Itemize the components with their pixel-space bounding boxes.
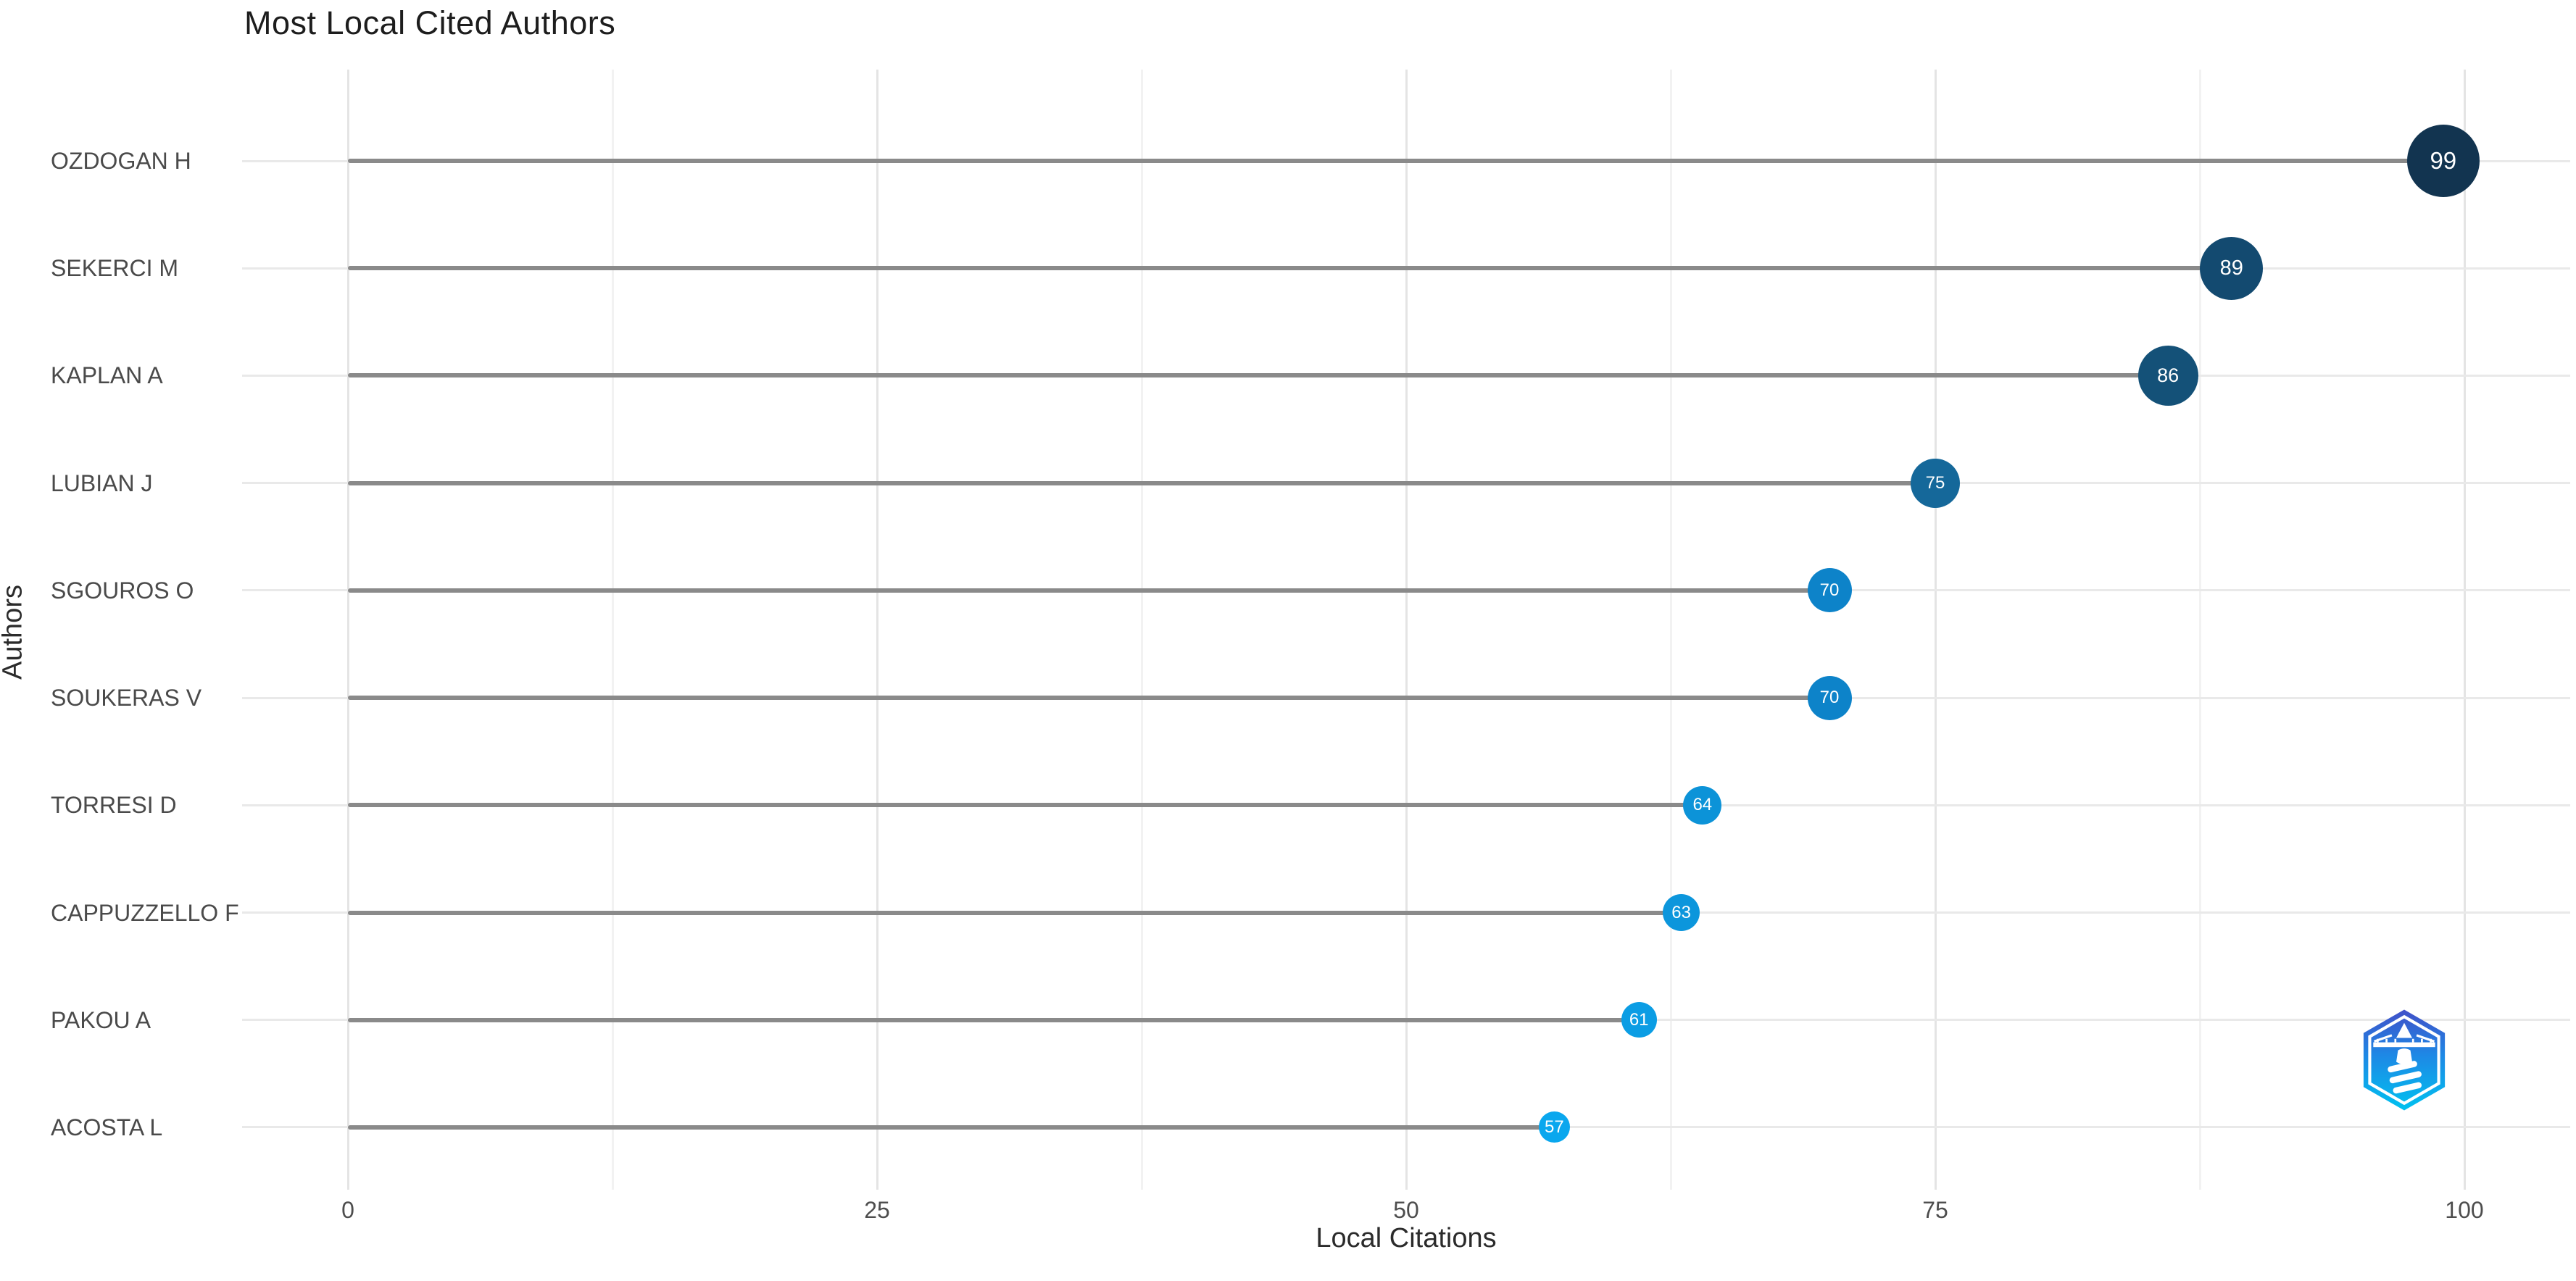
lollipop-stem <box>348 373 2169 378</box>
x-minor-gridline <box>2198 70 2201 1190</box>
plot-panel: 99 89 86 75 70 70 64 63 61 57 <box>242 70 2570 1190</box>
x-minor-gridline <box>1140 70 1143 1190</box>
data-point: 61 <box>1621 1002 1657 1038</box>
y-axis-category-label: LUBIAN J <box>51 470 153 496</box>
x-major-gridline <box>1405 70 1408 1190</box>
y-axis-category-label: KAPLAN A <box>51 362 163 389</box>
lollipop-stem <box>348 696 1829 701</box>
x-axis-tick-label: 25 <box>864 1197 890 1223</box>
data-point-value-label: 70 <box>1819 580 1840 600</box>
x-major-gridline <box>346 70 349 1190</box>
lollipop-stem <box>348 588 1829 593</box>
lollipop-stem <box>348 1017 1640 1022</box>
chart-title: Most Local Cited Authors <box>244 4 616 41</box>
y-axis-title: Authors <box>0 585 28 680</box>
y-axis-category-label: SEKERCI M <box>51 255 179 282</box>
lollipop-stem <box>348 1124 1555 1130</box>
lollipop-stem <box>348 159 2443 163</box>
data-point: 86 <box>2137 345 2198 406</box>
data-point: 99 <box>2406 125 2480 197</box>
data-point: 70 <box>1807 568 1852 613</box>
x-axis-tick-label: 0 <box>341 1197 354 1223</box>
data-point: 57 <box>1538 1111 1570 1143</box>
x-major-gridline <box>876 70 878 1190</box>
x-minor-gridline <box>1669 70 1672 1190</box>
y-axis-category-label: SOUKERAS V <box>51 685 202 712</box>
x-axis-tick-label: 100 <box>2445 1197 2484 1223</box>
lollipop-stem <box>348 803 1703 808</box>
y-axis-category-label: PAKOU A <box>51 1006 151 1033</box>
x-axis-title: Local Citations <box>1316 1223 1497 1253</box>
data-point: 70 <box>1807 675 1852 720</box>
biblioshiny-lighthouse-logo <box>2360 1009 2448 1111</box>
y-axis-category-label: CAPPUZZELLO F <box>51 899 239 926</box>
lollipop-stem <box>348 480 1935 485</box>
lollipop-stem <box>348 910 1682 915</box>
y-axis-category-label: OZDOGAN H <box>51 148 191 174</box>
lighthouse-icon <box>2363 1009 2446 1111</box>
data-point-value-label: 57 <box>1545 1117 1564 1137</box>
data-point-value-label: 70 <box>1819 688 1840 708</box>
data-point-value-label: 99 <box>2430 147 2457 174</box>
data-point: 75 <box>1911 458 1960 508</box>
x-minor-gridline <box>611 70 614 1190</box>
data-point-value-label: 61 <box>1629 1009 1649 1030</box>
x-major-gridline <box>2463 70 2466 1190</box>
data-point-value-label: 75 <box>1925 472 1945 493</box>
lollipop-stem <box>348 266 2232 271</box>
data-point: 63 <box>1663 894 1700 932</box>
y-axis-category-label: SGOUROS O <box>51 577 194 604</box>
x-major-gridline <box>1934 70 1937 1190</box>
data-point-value-label: 89 <box>2219 256 2243 280</box>
x-axis-tick-label: 75 <box>1922 1197 1948 1223</box>
data-point: 64 <box>1683 785 1722 825</box>
y-axis-category-label: TORRESI D <box>51 792 177 819</box>
data-point-value-label: 86 <box>2157 364 2180 386</box>
data-point-value-label: 63 <box>1671 902 1691 922</box>
y-axis-category-label: ACOSTA L <box>51 1114 163 1140</box>
x-axis-tick-label: 50 <box>1393 1197 1419 1223</box>
data-point: 89 <box>2200 236 2264 300</box>
data-point-value-label: 64 <box>1692 795 1713 815</box>
